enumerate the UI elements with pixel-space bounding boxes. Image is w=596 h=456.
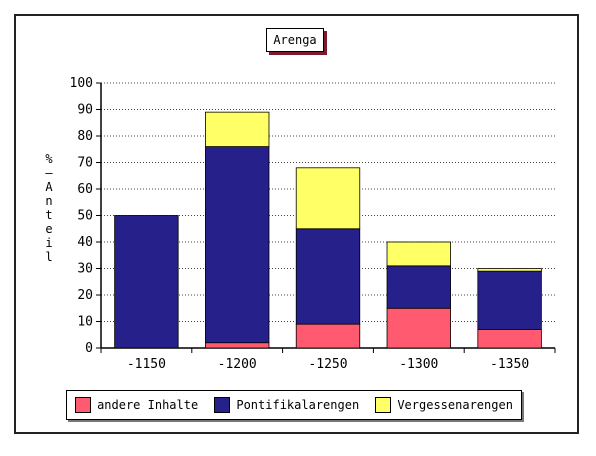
bar-segment [205,111,270,148]
bar-segment [477,329,542,349]
x-tick-label: -1350 [490,357,529,372]
x-tick-label: -1200 [218,357,257,372]
y-tick-label: 70 [77,156,93,171]
chart-title-text: Arenga [273,33,317,47]
y-axis-label-char: t [45,208,53,222]
y-tick-label: 10 [77,315,93,330]
x-tick-label: -1300 [399,357,438,372]
legend-swatch [375,397,392,413]
legend: andere Inhalte Pontifikalarengen Vergessen… [66,390,522,420]
x-tick-label: -1250 [308,357,347,372]
legend-item: andere Inhalte [75,397,198,413]
y-axis-label-char: A [45,180,53,194]
y-tick-label: 60 [77,182,93,197]
y-tick-label: 90 [77,103,93,118]
bar-segment [114,215,179,349]
bar-segment [477,268,542,272]
y-axis-label-char: – [45,166,53,180]
legend-item: Pontifikalarengen [214,397,359,413]
bar-segment [386,265,451,309]
y-axis-label-char: l [45,250,53,264]
bar-segment [205,342,270,349]
bar-segment [386,307,451,349]
y-tick-label: 40 [77,235,93,250]
bar-segment [477,270,542,330]
bar-segment [205,146,270,344]
legend-swatch [75,397,92,413]
y-axis-label-char: i [45,236,53,250]
y-axis-label-char: % [45,152,53,166]
chart-title: Arenga [266,28,324,52]
y-tick-label: 20 [77,288,93,303]
legend-label: Vergessenarengen [397,398,513,412]
bar-segment [295,323,361,349]
y-tick-label: 50 [77,209,93,224]
bar-segment [295,167,361,230]
bar-segment [295,228,361,325]
y-tick-label: 0 [85,341,93,356]
y-tick-label: 100 [70,76,93,91]
y-axis-label-char: e [45,222,53,236]
x-tick-label: -1150 [127,357,166,372]
legend-label: Pontifikalarengen [236,398,360,412]
legend-swatch [214,397,231,413]
y-tick-label: 80 [77,129,93,144]
legend-item: Vergessenarengen [375,397,513,413]
bar-segment [386,241,451,267]
y-axis-label-char: n [45,194,53,208]
y-tick-label: 30 [77,262,93,277]
legend-label: andere Inhalte [97,398,199,412]
